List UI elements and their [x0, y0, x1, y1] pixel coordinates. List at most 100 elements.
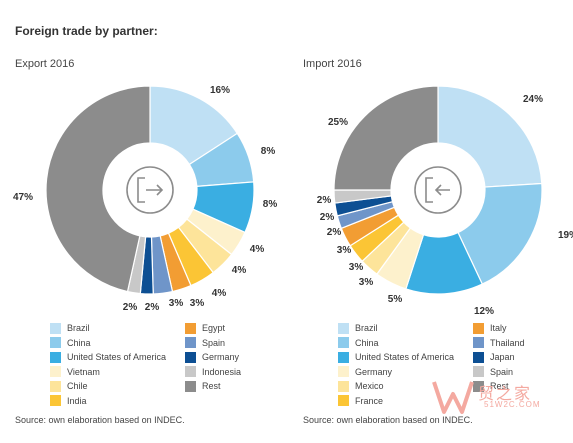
watermark-w-icon	[432, 381, 474, 414]
export-legend-swatch-vietnam	[50, 366, 61, 377]
export-legend-item-rest: Rest	[185, 379, 221, 393]
import-legend-item-china: China	[338, 336, 379, 350]
page-title: Foreign trade by partner:	[15, 24, 158, 38]
export-legend-item-vietnam: Vietnam	[50, 365, 100, 379]
export-legend-swatch-germany	[185, 351, 196, 363]
import-legend-swatch-france	[338, 395, 349, 406]
import-legend-swatch-rest	[473, 380, 484, 392]
export-legend-item-united-states-of-america: United States of America	[50, 350, 166, 364]
import-legend-item-united-states-of-america: United States of America	[338, 350, 454, 364]
watermark-subtext: 51W2C.COM	[484, 400, 541, 409]
export-chart-panel: Export 2016 16% 8% 8% 4% 4% 4% 3% 3% 2% 2% 47% Bra…	[10, 55, 290, 425]
export-legend-item-egypt: Egypt	[185, 321, 225, 335]
import-legend-item-italy: Italy	[473, 321, 507, 335]
import-legend: Brazil China United States of America Germa…	[338, 321, 573, 411]
import-legend-label-brazil: Brazil	[355, 323, 378, 333]
import-label-china: 19%	[558, 230, 573, 241]
import-legend-label-rest: Rest	[490, 381, 509, 391]
import-chart-title: Import 2016	[303, 58, 362, 70]
export-legend-swatch-china	[50, 337, 61, 348]
export-arrow-icon	[126, 166, 174, 214]
import-arrow-icon	[414, 166, 462, 214]
import-legend-item-brazil: Brazil	[338, 321, 378, 335]
import-legend-label-united-states-of-america: United States of America	[355, 352, 455, 362]
import-slice-rest	[333, 85, 439, 191]
import-legend-swatch-mexico	[338, 380, 349, 392]
import-legend-label-germany: Germany	[355, 366, 393, 377]
export-legend-label-rest: Rest	[202, 381, 221, 391]
export-label-germany: 2%	[145, 302, 160, 313]
export-legend-swatch-rest	[185, 380, 196, 392]
export-legend-label-chile: Chile	[67, 381, 88, 391]
export-legend-swatch-india	[50, 395, 61, 406]
export-legend-label-indonesia: Indonesia	[202, 366, 242, 377]
import-legend-label-spain: Spain	[490, 366, 514, 377]
export-legend-item-spain: Spain	[185, 336, 225, 350]
import-label-thailand: 2%	[327, 227, 342, 238]
import-label-spain: 2%	[317, 195, 332, 206]
import-legend-swatch-united-states-of-america	[338, 351, 349, 363]
export-legend-label-united-states-of-america: United States of America	[67, 352, 167, 362]
export-label-spain: 3%	[169, 298, 184, 309]
export-legend-item-india: India	[50, 394, 87, 408]
export-legend-label-vietnam: Vietnam	[67, 366, 100, 377]
export-label-vietnam: 4%	[250, 244, 265, 255]
export-chart-title: Export 2016	[15, 58, 75, 70]
import-label-germany: 5%	[388, 294, 403, 305]
export-legend-item-indonesia: Indonesia	[185, 365, 241, 379]
export-slice-rest	[45, 85, 151, 293]
export-label-indonesia: 2%	[123, 302, 138, 313]
import-label-brazil: 24%	[523, 94, 543, 105]
import-legend-swatch-spain	[473, 366, 484, 377]
import-legend-label-japan: Japan	[490, 352, 515, 362]
export-label-rest: 47%	[13, 192, 33, 203]
import-legend-item-spain: Spain	[473, 365, 513, 379]
watermark-text: 贸之家	[478, 386, 533, 403]
import-legend-item-france: France	[338, 394, 383, 408]
import-label-rest: 25%	[328, 117, 348, 128]
export-source-note: Source: own elaboration based on INDEC.	[15, 415, 185, 425]
export-donut-chart: 16%8%8%4%4%4%3%3%2%2%47%	[13, 85, 278, 313]
import-legend-label-mexico: Mexico	[355, 381, 384, 391]
import-label-united-states-of-america: 12%	[474, 306, 494, 317]
import-legend-label-thailand: Thailand	[490, 337, 525, 348]
import-legend-label-china: China	[355, 337, 379, 348]
export-label-brazil: 16%	[210, 85, 230, 96]
import-slice-china	[457, 182, 543, 285]
import-label-france: 3%	[349, 262, 364, 273]
export-legend-label-india: India	[67, 395, 87, 406]
export-label-united-states-of-america: 8%	[263, 199, 278, 210]
import-legend-label-italy: Italy	[490, 323, 507, 333]
import-legend-label-france: France	[355, 395, 384, 406]
import-slice-brazil	[437, 85, 543, 188]
import-legend-swatch-germany	[338, 366, 349, 377]
import-legend-swatch-thailand	[473, 337, 484, 348]
import-legend-item-mexico: Mexico	[338, 379, 384, 393]
import-source-note: Source: own elaboration based on INDEC.	[303, 415, 473, 425]
import-legend-item-japan: Japan	[473, 350, 515, 364]
export-legend-swatch-spain	[185, 337, 196, 348]
import-legend-swatch-china	[338, 337, 349, 348]
import-label-mexico: 3%	[359, 277, 374, 288]
export-legend-item-brazil: Brazil	[50, 321, 90, 335]
import-legend-swatch-brazil	[338, 322, 349, 334]
import-chart-panel: Import 2016 24% 19% 12% 5% 3% 3% 3% 2% 2% 2% 25% B…	[298, 55, 573, 425]
export-legend-swatch-united-states-of-america	[50, 351, 61, 363]
export-legend-item-chile: Chile	[50, 379, 88, 393]
export-legend-label-brazil: Brazil	[67, 323, 90, 333]
export-legend-label-china: China	[67, 337, 91, 348]
import-legend-item-germany: Germany	[338, 365, 392, 379]
export-label-egypt: 3%	[190, 298, 205, 309]
import-legend-item-thailand: Thailand	[473, 336, 525, 350]
export-label-chile: 4%	[232, 265, 247, 276]
import-label-japan: 2%	[320, 212, 335, 223]
export-legend-label-egypt: Egypt	[202, 323, 226, 333]
export-legend-swatch-brazil	[50, 322, 61, 334]
import-label-italy: 3%	[337, 245, 352, 256]
import-legend-swatch-japan	[473, 351, 484, 363]
export-legend: Brazil China United States of America Vietn…	[50, 321, 290, 411]
import-donut-chart: 24% 19% 12% 5% 3% 3% 3% 2% 2% 2% 25%	[317, 85, 573, 317]
import-legend-swatch-italy	[473, 322, 484, 334]
export-legend-item-germany: Germany	[185, 350, 239, 364]
export-legend-label-spain: Spain	[202, 337, 226, 348]
